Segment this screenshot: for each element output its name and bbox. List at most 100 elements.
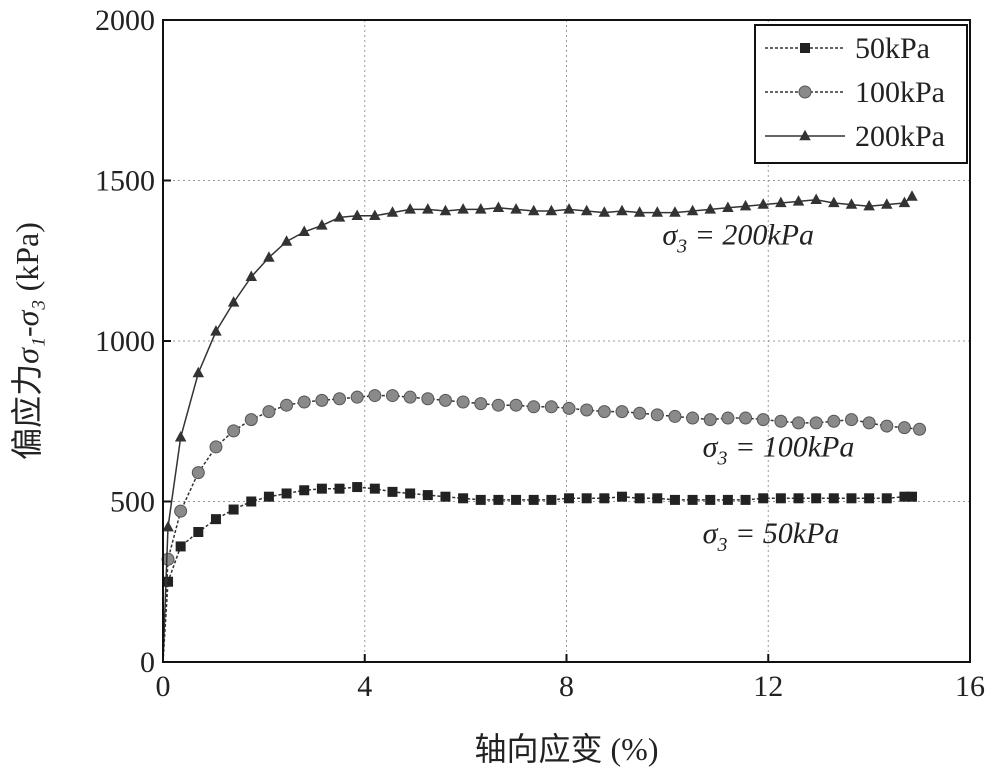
data-point	[438, 393, 452, 407]
data-point	[192, 366, 205, 378]
data-point	[440, 491, 451, 502]
data-point	[898, 196, 911, 208]
data-point	[721, 411, 735, 425]
data-point	[881, 493, 892, 504]
data-point	[792, 195, 805, 206]
data-point	[740, 494, 751, 505]
data-point	[162, 520, 174, 532]
data-point	[668, 409, 682, 423]
data-point	[863, 199, 875, 211]
data-point	[210, 325, 222, 336]
data-point	[297, 395, 311, 409]
legend: 50kPa 100kPa 200kPa	[754, 24, 968, 164]
grid	[163, 20, 970, 662]
data-point	[669, 206, 681, 217]
data-point	[244, 413, 258, 427]
legend-label: 100kPa	[855, 76, 945, 109]
data-point	[368, 389, 382, 403]
data-point	[564, 493, 575, 504]
legend-marker	[798, 85, 812, 99]
data-point	[245, 270, 258, 281]
data-point	[705, 494, 716, 505]
data-point	[493, 494, 504, 505]
data-point	[227, 296, 240, 307]
data-point	[475, 494, 486, 505]
y-tick-label: 0	[140, 646, 155, 679]
data-point	[263, 251, 275, 262]
data-point	[722, 201, 734, 212]
data-point	[897, 421, 911, 435]
series-200kPa	[162, 190, 918, 663]
data-point	[669, 494, 680, 505]
data-point	[862, 416, 876, 430]
data-point	[809, 416, 823, 430]
legend-marker	[799, 129, 811, 141]
data-point	[527, 400, 541, 414]
data-point	[422, 490, 433, 501]
data-point	[775, 493, 786, 504]
data-point	[191, 466, 205, 480]
legend-item: 50kPa	[765, 32, 930, 65]
data-point	[880, 419, 894, 433]
data-point	[351, 209, 363, 221]
data-point	[334, 483, 345, 494]
data-point	[687, 494, 698, 505]
data-point	[633, 206, 646, 217]
data-point	[457, 203, 469, 214]
data-point	[333, 211, 346, 222]
data-point	[527, 204, 540, 216]
data-point	[163, 576, 174, 587]
data-point	[913, 422, 927, 436]
data-point	[369, 483, 380, 494]
x-axis-label: 轴向应变 (%)	[475, 731, 659, 767]
series-line	[162, 196, 913, 663]
data-point	[474, 397, 488, 411]
data-point	[316, 219, 328, 230]
data-point	[864, 493, 875, 504]
x-tick-label: 12	[753, 670, 783, 703]
data-point	[899, 491, 910, 502]
y-axis-label-math: σ₁-σ₃	[9, 299, 45, 363]
data-point	[281, 488, 292, 499]
data-point	[722, 494, 733, 505]
data-point	[405, 488, 416, 499]
data-point	[386, 206, 399, 217]
y-axis-label-prefix: 偏应力	[9, 364, 45, 460]
data-point	[263, 491, 274, 502]
legend-marker	[800, 43, 810, 53]
data-point	[174, 431, 187, 442]
y-axis-label: 偏应力σ₁-σ₃ (kPa)	[9, 222, 45, 460]
data-point	[703, 413, 717, 427]
legend-label: 50kPa	[855, 32, 930, 65]
data-point	[246, 496, 257, 507]
data-point	[475, 203, 487, 214]
data-point	[563, 203, 575, 214]
data-point	[280, 398, 294, 412]
data-point	[545, 204, 558, 216]
data-point	[510, 203, 522, 214]
data-point	[906, 190, 918, 201]
data-point	[828, 196, 840, 208]
series-50kPa	[162, 482, 917, 663]
series-annotation: σ3 = 50kPa	[703, 517, 840, 556]
data-point	[792, 416, 806, 430]
data-point	[599, 493, 610, 504]
data-point	[686, 411, 700, 425]
data-point	[810, 193, 822, 204]
x-tick-label: 0	[156, 670, 171, 703]
series-100kPa	[161, 389, 927, 663]
data-point	[811, 493, 822, 504]
data-point	[616, 204, 628, 216]
data-point	[403, 390, 417, 404]
series-annotation: σ3 = 200kPa	[662, 219, 814, 258]
data-point	[580, 204, 593, 216]
data-point	[757, 198, 769, 209]
data-point	[827, 414, 841, 428]
data-point	[774, 414, 788, 428]
data-point	[598, 206, 611, 217]
data-point	[651, 206, 664, 217]
data-point	[846, 493, 857, 504]
data-point	[209, 440, 223, 454]
data-point	[881, 198, 893, 209]
